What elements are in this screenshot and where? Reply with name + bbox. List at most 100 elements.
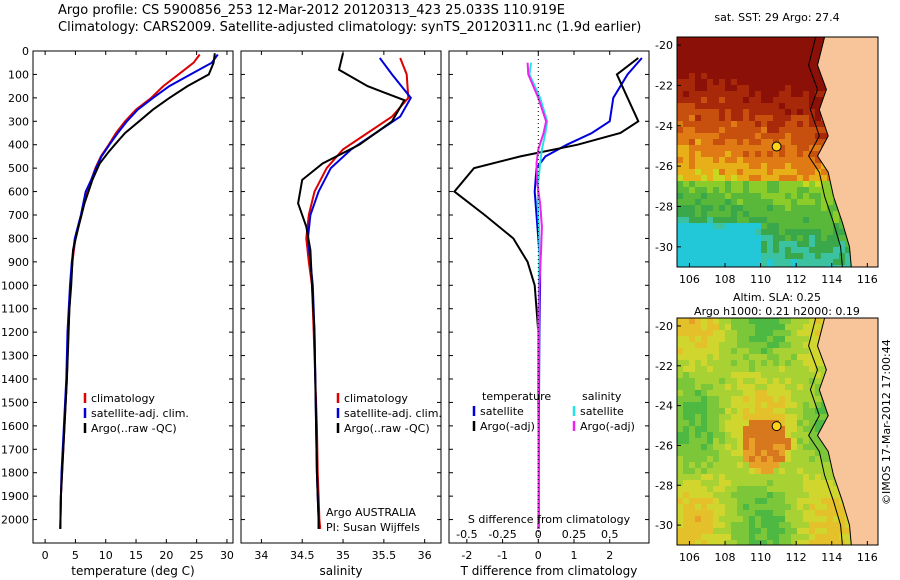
x-tick-label: -1 <box>497 549 508 562</box>
legend-label: satellite <box>480 405 524 418</box>
x-tick-label: 108 <box>715 551 736 564</box>
y-tick-label: 200 <box>8 92 29 105</box>
profile-title: Argo profile: CS 5900856_253 12-Mar-2012… <box>58 3 566 18</box>
x-tick-label: 30 <box>220 549 234 562</box>
x-tick-label: 110 <box>750 273 771 286</box>
shelf-contour <box>808 318 843 545</box>
x-axis-label: T difference from climatology <box>460 564 638 578</box>
top-tick-label: 0.5 <box>601 528 619 541</box>
imos-timestamp: ©IMOS 17-Mar-2012 17:00:44 <box>880 339 893 505</box>
x-axis-label: salinity <box>319 564 362 578</box>
y-tick-label: -30 <box>655 519 673 532</box>
x-tick-label: 110 <box>750 551 771 564</box>
x-tick-label: 106 <box>679 551 700 564</box>
legend-label: Argo(..raw -QC) <box>344 422 430 435</box>
legend-label: Argo(-adj) <box>480 420 535 433</box>
x-tick-label: 35 <box>336 549 350 562</box>
y-tick-label: -28 <box>655 200 673 213</box>
profile-panels: 0 5 10 15 20 25 300100200300400500600700800900… <box>1 45 650 578</box>
x-tick-label: -2 <box>461 549 472 562</box>
x-tick-label: 114 <box>821 551 842 564</box>
y-tick-label: 2000 <box>1 514 29 527</box>
plot-frame <box>32 50 234 544</box>
climatology-title: Climatology: CARS2009. Satellite-adjuste… <box>58 20 642 35</box>
y-tick-label: 600 <box>8 186 29 199</box>
x-tick-label: 116 <box>857 273 878 286</box>
y-tick-label: -20 <box>655 39 673 52</box>
legend-label: satellite-adj. clim. <box>91 407 189 420</box>
panel-difference: -2 -1 0 1 2 T difference from climatology S di… <box>448 50 650 578</box>
y-tick-label: 500 <box>8 162 29 175</box>
legend-title: salinity <box>582 390 622 403</box>
legend-label: climatology <box>344 392 408 405</box>
x-tick-label: 25 <box>190 549 204 562</box>
x-axis-label: temperature (deg C) <box>71 564 194 578</box>
plot-frame <box>448 50 650 544</box>
x-tick-label: 114 <box>821 273 842 286</box>
y-tick-label: -22 <box>655 79 673 92</box>
map-subtitle: Argo h1000: 0.21 h2000: 0.19 <box>694 305 860 318</box>
y-tick-label: -26 <box>655 160 673 173</box>
x-tick-label: 2 <box>606 549 613 562</box>
y-tick-label: 1300 <box>1 350 29 363</box>
top-axis-label: S difference from climatology <box>468 513 631 526</box>
x-tick-label: 36 <box>418 549 432 562</box>
maps-layer: 106 108 110 112 114 116 -20 -22 -24 -26 -28 -30 sat.… <box>655 11 879 564</box>
series-line <box>59 53 216 529</box>
x-tick-label: 0 <box>535 549 542 562</box>
land-mass <box>816 37 878 267</box>
legend-title: temperature <box>482 390 551 403</box>
panel-salinity: 34 34.5 35 35.5 36 salinity climatology satelli… <box>240 50 442 578</box>
map-frame <box>676 317 879 546</box>
map-sst_map: 106 108 110 112 114 116 -20 -22 -24 -26 -28 -30 sat.… <box>655 11 879 286</box>
y-tick-label: 0 <box>22 45 29 58</box>
y-tick-label: -28 <box>655 479 673 492</box>
y-tick-label: 1500 <box>1 396 29 409</box>
land-mass <box>816 318 878 545</box>
y-tick-label: -20 <box>655 320 673 333</box>
y-tick-label: 400 <box>8 139 29 152</box>
top-tick-label: 0.25 <box>562 528 587 541</box>
map-title: Altim. SLA: 0.25 <box>733 291 821 304</box>
argo-marker <box>771 421 782 432</box>
argo-marker <box>771 141 782 152</box>
x-tick-label: 34 <box>254 549 268 562</box>
x-tick-label: 106 <box>679 273 700 286</box>
y-tick-label: 1100 <box>1 303 29 316</box>
map-sla_map: 106 108 110 112 114 116 -20 -22 -24 -26 -28 -30 Alti… <box>655 291 879 564</box>
y-tick-label: 1800 <box>1 467 29 480</box>
y-tick-label: 300 <box>8 115 29 128</box>
annotation: Argo AUSTRALIA <box>326 506 416 519</box>
y-tick-label: -24 <box>655 400 673 413</box>
x-tick-label: 116 <box>857 551 878 564</box>
legend-label: Argo(..raw -QC) <box>91 422 177 435</box>
x-tick-label: 10 <box>99 549 113 562</box>
panel-temperature: 0 5 10 15 20 25 300100200300400500600700800900… <box>1 45 234 578</box>
annotation: PI: Susan Wijffels <box>326 521 420 534</box>
y-tick-label: 1900 <box>1 490 29 503</box>
y-tick-label: 1600 <box>1 420 29 433</box>
x-tick-label: 34.5 <box>290 549 315 562</box>
top-tick-label: -0.5 <box>456 528 477 541</box>
x-tick-label: 5 <box>72 549 79 562</box>
x-tick-label: 35.5 <box>372 549 397 562</box>
shelf-contour <box>808 37 843 267</box>
y-tick-label: -26 <box>655 439 673 452</box>
y-tick-label: 700 <box>8 209 29 222</box>
x-tick-label: 0 <box>42 549 49 562</box>
series-line <box>297 53 406 529</box>
legend-label: climatology <box>91 392 155 405</box>
x-tick-label: 1 <box>571 549 578 562</box>
legend-label: satellite-adj. clim. <box>344 407 442 420</box>
map-frame <box>676 36 879 268</box>
y-tick-label: 1200 <box>1 326 29 339</box>
x-tick-label: 112 <box>786 273 807 286</box>
y-tick-label: 100 <box>8 68 29 81</box>
x-tick-label: 20 <box>159 549 173 562</box>
y-tick-label: -22 <box>655 360 673 373</box>
legend-label: Argo(-adj) <box>580 420 635 433</box>
y-tick-label: 1700 <box>1 443 29 456</box>
y-tick-label: 1400 <box>1 373 29 386</box>
legend-label: satellite <box>580 405 624 418</box>
